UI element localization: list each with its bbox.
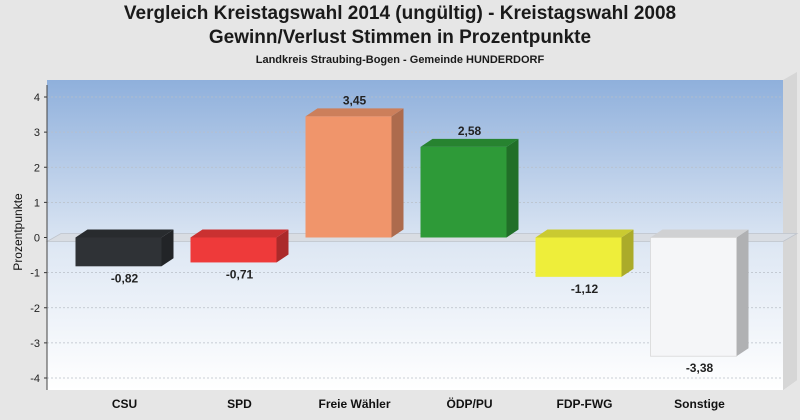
y-tick-label: 4 [34,92,40,104]
y-axis-label: Prozentpunkte [11,193,25,271]
y-tick-label: -3 [30,338,40,350]
data-label: -1,12 [571,282,599,296]
bar-group [190,229,289,263]
bar-group [75,229,174,267]
bar-top [190,229,289,238]
bar-top [420,138,519,147]
bar-side [161,229,174,267]
y-tick-label: 1 [34,197,40,209]
y-tick-label: -2 [30,303,40,315]
data-label: -0,82 [111,271,139,285]
bar-top [75,229,174,238]
chart-side-wall [783,72,797,390]
bar-side [391,108,404,238]
x-tick-label: CSU [112,397,137,411]
x-tick-label: SPD [227,397,252,411]
y-tick-label: 2 [34,162,40,174]
chart-title: Vergleich Kreistagswahl 2014 (ungültig) … [123,3,677,24]
bar-side [736,229,749,357]
x-tick-label: ÖDP/PU [446,396,492,411]
y-tick-label: -1 [30,268,40,280]
bar [650,237,737,357]
bar-group [535,229,634,277]
data-label: 2,58 [458,124,482,138]
x-tick-label: Sonstige [674,397,725,411]
data-label: 3,45 [343,93,367,107]
x-tick-label: FDP-FWG [557,397,613,411]
bar [535,237,622,277]
bar [305,116,392,238]
bar-group [420,138,519,238]
chart-caption: Landkreis Straubing-Bogen - Gemeinde HUN… [255,54,545,66]
bar-group [305,108,404,238]
bar [75,237,162,267]
bar-side [276,229,289,263]
bar-side [506,138,519,238]
data-label: -0,71 [226,267,254,281]
bar-side [621,229,634,277]
x-tick-label: Freie Wähler [318,397,390,411]
chart-subtitle: Gewinn/Verlust Stimmen in Prozentpunkte [208,27,592,48]
bar-group [650,229,749,357]
bar-top [305,108,404,117]
bar [420,146,507,238]
y-tick-label: 3 [34,127,40,139]
bar [190,237,277,263]
bar-top [535,229,634,238]
bar-top [650,229,749,238]
y-tick-label: -4 [30,373,40,385]
data-label: -3,38 [686,361,714,375]
y-tick-label: 0 [34,233,40,245]
